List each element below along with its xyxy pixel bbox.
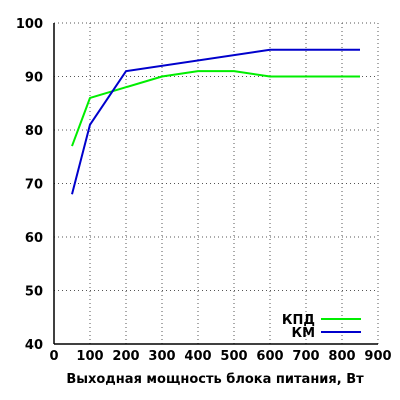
series <box>71 48 360 195</box>
y-tick-labels: 40 50 60 70 80 90 100 <box>16 17 43 353</box>
legend-label: КМ <box>291 326 315 341</box>
y-tick-label: 90 <box>25 71 43 86</box>
y-tick-label: 100 <box>16 17 43 32</box>
legend-label: КПД <box>282 313 315 328</box>
axes <box>53 23 378 345</box>
y-tick-label: 40 <box>25 338 43 353</box>
x-tick-label: 0 <box>49 349 58 364</box>
x-axis-title: Выходная мощность блока питания, Вт <box>66 372 364 387</box>
x-tick-label: 600 <box>256 349 283 364</box>
y-tick-label: 80 <box>25 124 43 139</box>
x-tick-labels: 0 100 200 300 400 500 600 700 800 900 <box>49 349 391 364</box>
grid <box>54 22 379 344</box>
series-line <box>71 70 360 147</box>
series-line <box>71 48 360 195</box>
y-tick-label: 50 <box>25 285 43 300</box>
x-tick-label: 700 <box>292 349 319 364</box>
x-tick-label: 800 <box>328 349 355 364</box>
x-tick-label: 300 <box>148 349 175 364</box>
x-tick-label: 500 <box>220 349 247 364</box>
y-tick-label: 60 <box>25 231 43 246</box>
x-tick-label: 900 <box>364 349 391 364</box>
x-tick-label: 400 <box>184 349 211 364</box>
y-tick-label: 70 <box>25 178 43 193</box>
x-tick-label: 100 <box>76 349 103 364</box>
x-tick-label: 200 <box>112 349 139 364</box>
